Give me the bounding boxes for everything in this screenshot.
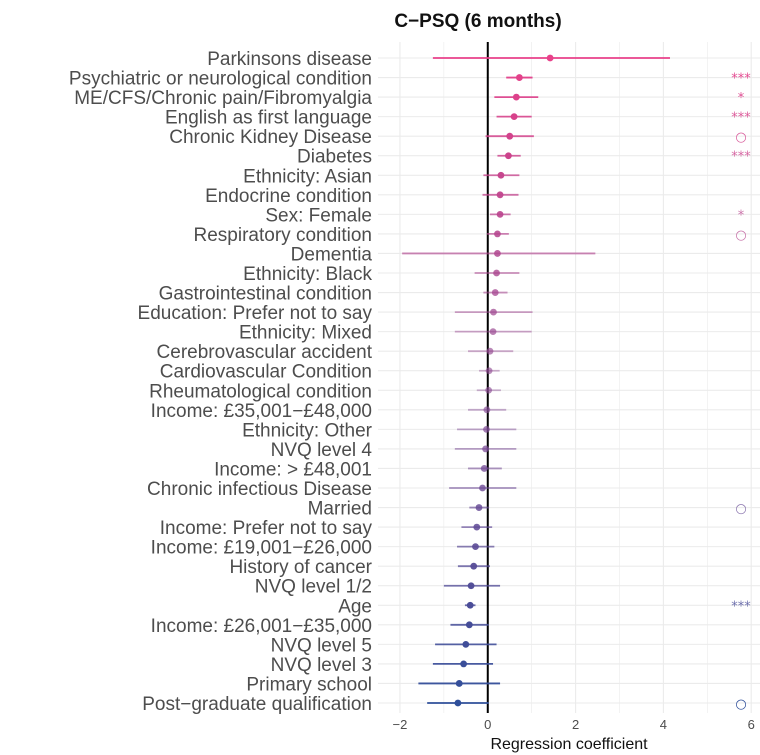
significance-marker: ○ <box>735 502 746 517</box>
y-tick-label: Income: £35,001−£48,000 <box>151 401 372 422</box>
estimate-point <box>473 523 481 531</box>
estimate-point <box>475 504 483 511</box>
significance-marker: *** <box>731 111 751 126</box>
estimate-point <box>490 308 497 316</box>
estimate-point <box>482 445 489 453</box>
y-tick-label: Ethnicity: Mixed <box>239 323 372 344</box>
y-tick-label: ME/CFS/Chronic pain/Fibromyalgia <box>74 88 372 109</box>
estimate-point <box>460 660 468 668</box>
estimate-point <box>470 562 478 570</box>
significance-layer: *******○****○○***○ <box>731 72 751 712</box>
estimate-point <box>485 386 493 394</box>
estimate-point <box>510 113 518 121</box>
y-tick-label: Ethnicity: Asian <box>243 166 372 187</box>
significance-marker: *** <box>731 599 751 614</box>
estimate-point <box>467 582 475 590</box>
estimate-point <box>512 93 520 101</box>
chart-title: C−PSQ (6 months) <box>394 11 561 32</box>
x-tick-label: 6 <box>748 717 755 732</box>
estimate-point <box>489 328 497 336</box>
estimate-point <box>494 230 501 238</box>
estimate-point <box>486 347 494 355</box>
y-tick-label: Income: £26,001−£35,000 <box>151 616 372 637</box>
estimate-point <box>480 465 488 472</box>
estimate-point <box>497 171 505 179</box>
estimate-point <box>493 269 500 277</box>
estimate-point <box>515 74 523 81</box>
y-tick-label: English as first language <box>165 108 372 129</box>
significance-marker: ○ <box>735 130 746 145</box>
y-tick-label: Chronic infectious Disease <box>147 479 372 500</box>
y-tick-label: Endocrine condition <box>205 186 372 207</box>
estimate-point <box>483 425 490 433</box>
y-tick-label: Sex: Female <box>265 205 372 226</box>
significance-marker: *** <box>731 72 751 87</box>
estimate-point <box>454 699 462 707</box>
y-tick-label: Education: Prefer not to say <box>138 303 373 324</box>
y-tick-label: Income: Prefer not to say <box>160 518 373 539</box>
estimate-point <box>485 367 493 375</box>
x-ticks-layer: −2 0 2 4 6 <box>393 717 755 732</box>
y-tick-label: Diabetes <box>297 147 372 168</box>
estimate-point <box>483 406 491 414</box>
y-tick-label: Chronic Kidney Disease <box>169 127 372 148</box>
y-tick-label: Gastrointestinal condition <box>159 284 372 305</box>
estimate-point <box>505 152 512 160</box>
x-tick-label: −2 <box>393 717 408 732</box>
x-axis-label: Regression coefficient <box>490 736 648 753</box>
y-tick-label: NVQ level 1/2 <box>255 577 372 598</box>
estimate-point <box>479 484 486 492</box>
marks-layer <box>402 54 670 707</box>
y-tick-label: NVQ level 5 <box>271 635 372 656</box>
estimate-point <box>496 191 504 199</box>
significance-marker: ○ <box>735 697 746 712</box>
estimate-point <box>494 250 501 257</box>
estimate-point <box>506 132 514 140</box>
significance-marker: * <box>738 208 745 223</box>
estimate-point <box>465 621 473 629</box>
y-tick-label: Ethnicity: Black <box>243 264 372 285</box>
estimate-point <box>496 210 504 218</box>
y-tick-label: Income: > £48,001 <box>214 459 372 480</box>
y-tick-label: Age <box>338 596 372 617</box>
y-tick-label: Income: £19,001−£26,000 <box>151 538 372 559</box>
significance-marker: ○ <box>735 228 746 243</box>
y-tick-label: Dementia <box>291 244 373 265</box>
y-tick-label: Cardiovascular Condition <box>160 362 372 383</box>
significance-marker: *** <box>731 150 751 165</box>
estimate-point <box>462 640 470 648</box>
y-tick-label: NVQ level 4 <box>271 440 373 461</box>
y-tick-label: Respiratory condition <box>194 225 372 246</box>
y-tick-label: Parkinsons disease <box>207 49 372 70</box>
y-tick-label: Ethnicity: Other <box>242 420 373 441</box>
y-tick-label: History of cancer <box>229 557 372 578</box>
significance-marker: * <box>738 91 745 106</box>
estimate-point <box>455 680 463 687</box>
x-tick-label: 2 <box>572 717 579 732</box>
y-tick-label: Married <box>308 499 372 520</box>
y-tick-label: NVQ level 3 <box>271 655 372 676</box>
estimate-point <box>472 543 479 551</box>
x-tick-label: 4 <box>660 717 667 732</box>
y-tick-label: Cerebrovascular accident <box>157 342 373 363</box>
y-tick-label: Post−graduate qualification <box>142 694 372 715</box>
estimate-point <box>546 54 554 62</box>
y-tick-label: Primary school <box>246 674 372 695</box>
grid-layer <box>378 42 760 713</box>
x-tick-label: 0 <box>484 717 491 732</box>
estimate-point <box>491 289 499 296</box>
y-tick-label: Psychiatric or neurological condition <box>69 69 372 90</box>
y-tick-label: Rheumatological condition <box>149 381 372 402</box>
estimate-point <box>466 601 474 609</box>
